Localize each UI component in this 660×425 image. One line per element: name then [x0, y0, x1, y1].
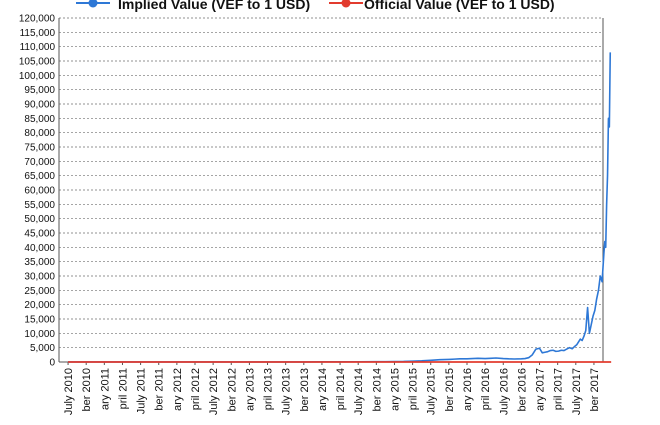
x-tick-label: ary 2011: [99, 368, 111, 410]
x-tick-label: July 2013: [281, 368, 293, 415]
legend-label-official: Official Value (VEF to 1 USD): [364, 0, 555, 12]
x-tick-label: July 2010: [63, 368, 75, 415]
legend-item-official: Official Value (VEF to 1 USD): [329, 0, 555, 12]
x-axis-ticks: July 2010 ber 2010 ary 2011 pril 2011 July 2…: [63, 362, 601, 415]
y-tick-label: 105,000: [19, 57, 56, 68]
y-tick-label: 110,000: [20, 42, 56, 53]
x-tick-label: ary 2012: [172, 368, 184, 411]
y-tick-label: 15,000: [24, 315, 55, 326]
y-tick-label: 80,000: [24, 128, 55, 139]
y-tick-label: 90,000: [24, 100, 55, 111]
y-tick-label: 100,000: [19, 71, 56, 82]
y-tick-label: 25,000: [24, 286, 55, 297]
legend-item-implied: Implied Value (VEF to 1 USD): [76, 0, 310, 12]
x-tick-label: pril 2017: [553, 368, 565, 410]
x-tick-label: ber 2015: [444, 368, 456, 411]
y-tick-label: 5,000: [30, 343, 55, 354]
x-tick-label: ber 2011: [154, 368, 166, 411]
x-tick-label: July 2014: [353, 368, 365, 415]
y-axis-ticks: 0 5,000 10,000 15,000 20,000 25,000 30,000 35,0…: [19, 14, 56, 369]
y-tick-label: 60,000: [24, 186, 55, 197]
y-tick-label: 45,000: [24, 229, 55, 240]
series-lines: [68, 52, 611, 362]
x-tick-label: ber 2014: [371, 368, 383, 411]
x-tick-label: July 2012: [208, 368, 220, 415]
x-tick-label: July 2011: [136, 368, 148, 414]
y-tick-label: 40,000: [24, 243, 55, 254]
x-tick-label: ber 2010: [81, 368, 93, 411]
legend-label-implied: Implied Value (VEF to 1 USD): [118, 0, 310, 12]
series-line-implied: [68, 52, 610, 362]
x-tick-label: July 2017: [571, 368, 583, 415]
y-tick-label: 50,000: [24, 214, 55, 225]
x-tick-label: ber 2017: [589, 368, 601, 411]
x-tick-label: pril 2013: [263, 368, 275, 410]
x-tick-label: pril 2016: [480, 368, 492, 410]
y-tick-label: 30,000: [24, 272, 55, 283]
y-tick-label: 95,000: [24, 85, 55, 96]
x-tick-label: ary 2015: [389, 368, 401, 411]
x-tick-label: ber 2012: [226, 368, 238, 411]
x-tick-label: ber 2016: [516, 368, 528, 411]
y-tick-label: 75,000: [24, 143, 55, 154]
y-tick-label: 120,000: [19, 14, 56, 25]
y-tick-label: 55,000: [24, 200, 55, 211]
legend-swatch-official-marker: [342, 0, 351, 8]
x-tick-label: ary 2013: [244, 368, 256, 411]
x-tick-label: ary 2014: [317, 368, 329, 411]
y-tick-label: 70,000: [24, 157, 55, 168]
legend: Implied Value (VEF to 1 USD) Official Va…: [76, 0, 555, 12]
x-tick-label: July 2015: [426, 368, 438, 415]
y-tick-label: 115,000: [20, 28, 56, 39]
x-tick-label: pril 2015: [408, 368, 420, 410]
x-tick-label: ary 2016: [462, 368, 474, 411]
x-tick-label: ary 2017: [535, 368, 547, 411]
y-tick-label: 35,000: [24, 257, 55, 268]
x-tick-label: pril 2011: [117, 368, 129, 409]
y-tick-label: 10,000: [24, 329, 55, 340]
x-tick-label: July 2016: [498, 368, 510, 415]
x-tick-label: pril 2012: [190, 368, 202, 410]
y-tick-label: 0: [49, 358, 55, 369]
y-tick-label: 20,000: [24, 300, 55, 311]
y-tick-label: 85,000: [24, 114, 55, 125]
x-tick-label: pril 2014: [335, 368, 347, 410]
legend-swatch-implied-marker: [89, 0, 98, 8]
y-tick-label: 65,000: [24, 171, 55, 182]
gridlines: [59, 18, 603, 348]
x-tick-label: ber 2013: [299, 368, 311, 411]
